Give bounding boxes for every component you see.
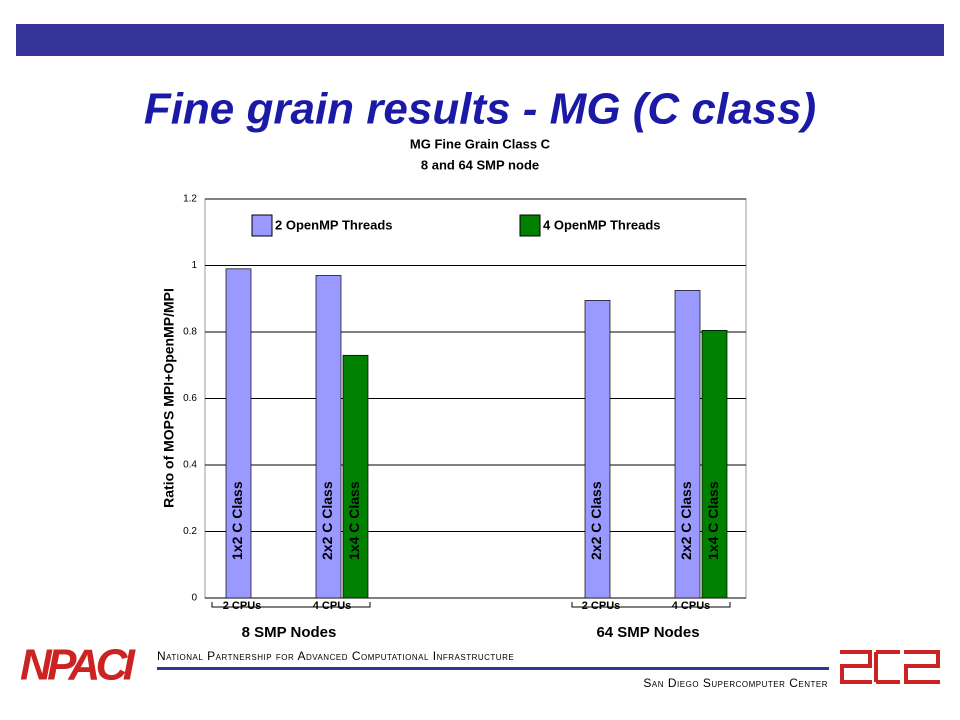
bar-label: 1x2 C Class <box>229 481 245 560</box>
legend-swatch <box>251 214 273 237</box>
bar <box>225 268 252 599</box>
x-tick-label: 4 CPUs <box>313 600 352 612</box>
footer-top: National Partnership for Advanced Comput… <box>157 649 514 663</box>
bar-label: 1x4 C Class <box>346 481 362 560</box>
bar <box>701 329 728 599</box>
slide-title: Fine grain results - MG (C class) <box>144 85 816 134</box>
y-tick-label: 0.2 <box>183 526 197 537</box>
header-bar <box>16 24 944 56</box>
x-tick-label: 4 CPUs <box>672 600 711 612</box>
legend-label: 2 OpenMP Threads <box>275 217 393 232</box>
bar-label: 2x2 C Class <box>678 481 694 560</box>
chart-title: MG Fine Grain Class C <box>410 136 551 151</box>
footer-rule <box>157 667 829 670</box>
y-tick-label: 0.6 <box>183 393 197 404</box>
group-label: 8 SMP Nodes <box>242 624 337 641</box>
y-tick-label: 0 <box>191 593 197 604</box>
y-tick-label: 0.8 <box>183 327 197 338</box>
bar <box>674 290 701 599</box>
y-tick-label: 1 <box>191 260 197 271</box>
bar <box>584 300 611 599</box>
y-tick-label: 0.4 <box>183 460 197 471</box>
bar <box>342 354 369 599</box>
group-label: 64 SMP Nodes <box>596 624 699 641</box>
npaci-logo: NPACI <box>20 641 136 690</box>
chart-subtitle: 8 and 64 SMP node <box>421 157 539 172</box>
bar <box>315 275 342 599</box>
bar-label: 1x4 C Class <box>705 481 721 560</box>
y-axis-label: Ratio of MOPS MPI+OpenMP/MPI <box>161 288 177 508</box>
bar-label: 2x2 C Class <box>588 481 604 560</box>
sdsc-logo <box>840 650 940 684</box>
category-brackets <box>211 602 731 608</box>
footer-bottom: San Diego Supercomputer Center <box>643 676 828 690</box>
bar-label: 2x2 C Class <box>319 481 335 560</box>
y-tick-label: 1.2 <box>183 194 197 205</box>
legend-label: 4 OpenMP Threads <box>543 217 661 232</box>
x-tick-label: 2 CPUs <box>223 600 262 612</box>
legend-swatch <box>519 214 541 237</box>
x-tick-label: 2 CPUs <box>582 600 621 612</box>
